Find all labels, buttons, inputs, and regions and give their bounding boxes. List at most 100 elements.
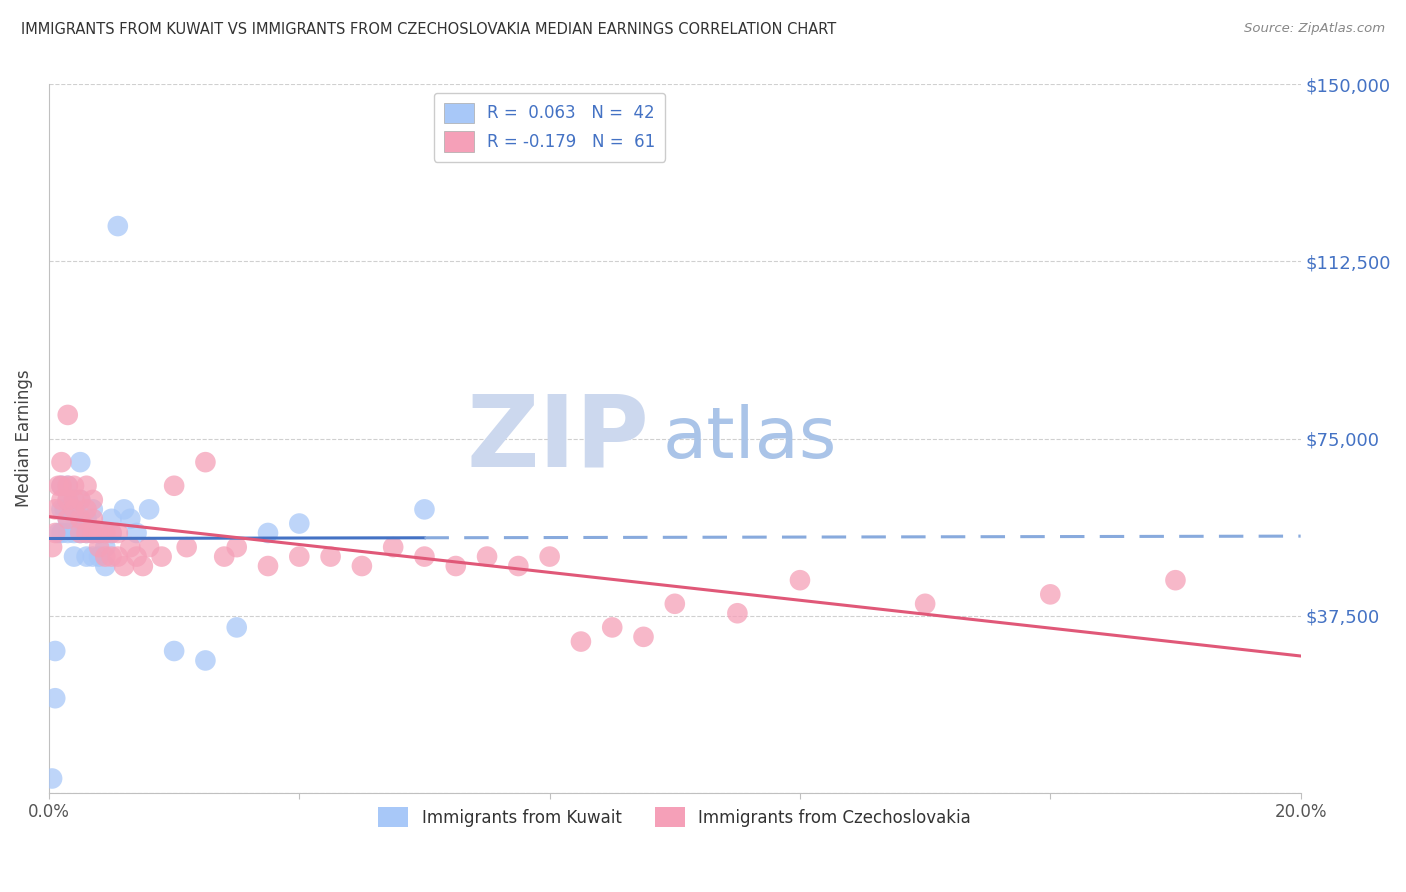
Point xyxy=(82,526,104,541)
Point xyxy=(350,559,373,574)
Point xyxy=(51,502,73,516)
Point xyxy=(107,526,129,541)
Point xyxy=(257,526,280,541)
Point xyxy=(41,772,63,786)
Point xyxy=(56,512,79,526)
Point xyxy=(413,502,436,516)
Point xyxy=(382,540,405,554)
Point xyxy=(257,559,280,574)
Point xyxy=(76,512,98,526)
Point xyxy=(100,526,122,541)
Point xyxy=(82,492,104,507)
Point xyxy=(82,512,104,526)
Point xyxy=(444,559,467,574)
Point xyxy=(51,455,73,469)
Point xyxy=(56,408,79,422)
Point xyxy=(87,526,110,541)
Point xyxy=(82,502,104,516)
Point xyxy=(76,526,98,541)
Point xyxy=(125,549,148,564)
Point xyxy=(132,559,155,574)
Point xyxy=(413,549,436,564)
Legend: Immigrants from Kuwait, Immigrants from Czechoslovakia: Immigrants from Kuwait, Immigrants from … xyxy=(371,800,977,834)
Point xyxy=(100,526,122,541)
Point xyxy=(69,492,91,507)
Point xyxy=(63,479,86,493)
Point xyxy=(914,597,936,611)
Point xyxy=(789,573,811,587)
Point xyxy=(107,219,129,233)
Point xyxy=(94,526,117,541)
Point xyxy=(538,549,561,564)
Point xyxy=(176,540,198,554)
Y-axis label: Median Earnings: Median Earnings xyxy=(15,370,32,508)
Point xyxy=(225,620,247,634)
Point xyxy=(56,512,79,526)
Point xyxy=(56,526,79,541)
Point xyxy=(100,512,122,526)
Point xyxy=(120,540,142,554)
Point xyxy=(63,502,86,516)
Point xyxy=(63,549,86,564)
Point xyxy=(163,479,186,493)
Point xyxy=(69,526,91,541)
Point xyxy=(150,549,173,564)
Point xyxy=(44,526,66,541)
Point xyxy=(508,559,530,574)
Point xyxy=(56,479,79,493)
Point xyxy=(69,512,91,526)
Point xyxy=(82,526,104,541)
Point xyxy=(63,526,86,541)
Point xyxy=(51,492,73,507)
Point xyxy=(51,526,73,541)
Point xyxy=(87,549,110,564)
Point xyxy=(76,549,98,564)
Point xyxy=(94,549,117,564)
Point xyxy=(76,479,98,493)
Point xyxy=(87,526,110,541)
Point xyxy=(51,479,73,493)
Point xyxy=(107,549,129,564)
Point xyxy=(112,502,135,516)
Point xyxy=(94,540,117,554)
Point xyxy=(288,549,311,564)
Point xyxy=(138,502,160,516)
Point xyxy=(288,516,311,531)
Point xyxy=(82,549,104,564)
Point xyxy=(44,644,66,658)
Point xyxy=(76,502,98,516)
Point xyxy=(44,691,66,706)
Text: IMMIGRANTS FROM KUWAIT VS IMMIGRANTS FROM CZECHOSLOVAKIA MEDIAN EARNINGS CORRELA: IMMIGRANTS FROM KUWAIT VS IMMIGRANTS FRO… xyxy=(21,22,837,37)
Point xyxy=(120,512,142,526)
Point xyxy=(69,455,91,469)
Point xyxy=(112,559,135,574)
Point xyxy=(194,653,217,667)
Point xyxy=(69,526,91,541)
Point xyxy=(1164,573,1187,587)
Text: Source: ZipAtlas.com: Source: ZipAtlas.com xyxy=(1244,22,1385,36)
Point xyxy=(56,492,79,507)
Point xyxy=(63,502,86,516)
Point xyxy=(69,512,91,526)
Point xyxy=(138,540,160,554)
Point xyxy=(51,479,73,493)
Point xyxy=(76,526,98,541)
Point xyxy=(69,492,91,507)
Point xyxy=(319,549,342,564)
Point xyxy=(41,540,63,554)
Point xyxy=(44,502,66,516)
Point xyxy=(63,492,86,507)
Point xyxy=(48,479,70,493)
Point xyxy=(725,606,748,620)
Point xyxy=(125,526,148,541)
Point xyxy=(633,630,655,644)
Point xyxy=(194,455,217,469)
Point xyxy=(600,620,623,634)
Point xyxy=(225,540,247,554)
Point xyxy=(569,634,592,648)
Point xyxy=(56,479,79,493)
Text: ZIP: ZIP xyxy=(467,390,650,487)
Point xyxy=(94,559,117,574)
Point xyxy=(1039,587,1062,601)
Point xyxy=(475,549,498,564)
